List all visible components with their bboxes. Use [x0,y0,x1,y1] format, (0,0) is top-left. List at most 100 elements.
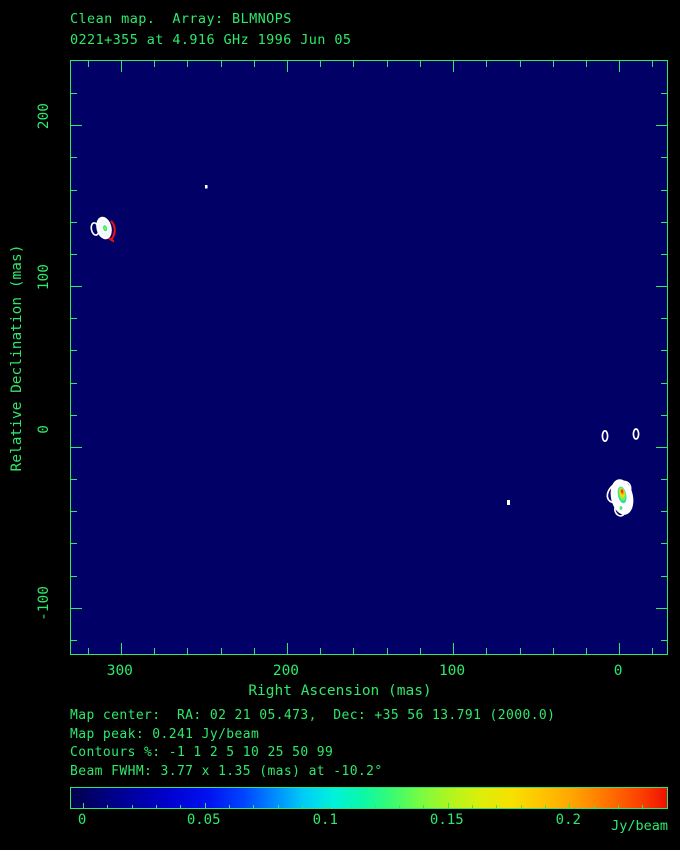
colorbar-minor-tick [229,805,230,808]
colorbar-minor-tick [423,805,425,808]
x-minor-tick-top [353,61,355,67]
y-minor-tick [71,575,77,577]
map-annotations: Map center: RA: 02 21 05.473, Dec: +35 5… [70,707,555,781]
x-major-tick [453,643,455,654]
x-tick-label: 100 [438,663,466,679]
y-major-tick-right [656,607,667,609]
y-minor-tick-right [661,511,667,513]
y-minor-tick-right [661,93,667,95]
y-minor-tick-right [661,382,667,384]
x-minor-tick [386,648,388,654]
x-minor-tick [187,648,189,654]
colorbar-minor-tick [131,805,133,808]
y-minor-tick-right [661,479,667,481]
colorbar-minor-tick [545,805,547,808]
x-minor-tick-top [552,61,554,67]
colorbar-minor-tick [107,805,109,808]
faint-knot-b-icon [507,500,510,505]
y-major-tick-right [656,125,667,127]
annotation-map-peak: Map peak: 0.241 Jy/beam [70,726,260,742]
x-minor-tick [585,648,587,654]
x-minor-tick-top [386,61,388,67]
x-minor-tick-top [187,61,189,67]
colorbar-minor-tick [520,805,522,808]
north-east-component [90,216,116,242]
y-minor-tick-right [661,543,667,545]
x-major-tick [286,643,288,654]
y-tick-label: 0 [36,424,52,434]
colorbar-tick-label: 0.2 [555,812,581,828]
y-tick-label: 100 [36,264,52,291]
colorbar-major-tick [326,803,328,808]
y-minor-tick-right [661,157,667,159]
y-minor-tick [71,253,77,255]
map-plot-area[interactable] [70,60,668,655]
y-minor-tick [71,157,77,159]
colorbar-minor-tick [350,805,352,808]
x-major-tick-top [286,61,288,72]
colorbar-major-tick [569,803,571,808]
x-minor-tick [486,648,488,654]
colorbar-minor-tick [617,805,619,808]
x-major-tick [120,643,122,654]
x-major-tick-top [120,61,122,72]
y-minor-tick-right [661,639,667,641]
x-axis-title: Right Ascension (mas) [248,683,432,699]
colorbar-tick-label: 0.15 [429,812,464,828]
y-tick-label: -100 [36,585,52,621]
colorbar-minor-tick [277,805,279,808]
x-major-tick-top [619,61,621,72]
annotation-contours: Contours %: -1 1 2 5 10 25 50 99 [70,745,334,760]
annotation-beam: Beam FWHM: 3.77 x 1.35 (mas) at -10.2° [70,763,383,779]
y-major-tick-right [656,446,667,448]
x-minor-tick [552,648,554,654]
colorbar-minor-tick [156,805,158,808]
colorbar-minor-tick [374,805,376,808]
y-minor-tick [71,511,77,513]
y-minor-tick [71,543,77,545]
x-minor-tick [320,648,322,654]
y-major-tick [71,286,82,288]
faint-knot-a-icon [205,185,208,189]
x-tick-label: 0 [613,663,623,679]
y-minor-tick-right [661,253,667,255]
x-minor-tick [87,648,89,654]
colorbar-minor-tick [496,805,498,808]
x-minor-tick [220,648,222,654]
x-minor-tick [652,648,654,654]
colorbar[interactable] [70,787,668,809]
x-minor-tick [519,648,521,654]
x-minor-tick-top [419,61,421,67]
contour-overlay [90,185,640,517]
colorbar-tick-label: 0.1 [312,812,338,828]
y-minor-tick-right [661,221,667,223]
header-line-1: Clean map. Array: BLMNOPS [70,11,292,27]
x-minor-tick-top [486,61,488,67]
colorbar-minor-tick [642,805,644,808]
x-tick-label: 200 [272,663,300,679]
core-component-main [606,479,634,517]
x-minor-tick-top [652,61,654,67]
y-minor-tick [71,318,77,320]
colorbar-minor-tick [301,805,303,808]
x-minor-tick-top [154,61,156,67]
colorbar-minor-tick [472,805,474,808]
x-minor-tick-top [519,61,521,67]
colorbar-major-tick [204,803,206,808]
y-minor-tick [71,382,77,384]
colorbar-tick-label: 0 [77,812,87,828]
y-minor-tick [71,639,77,641]
colorbar-tick-label: 0.05 [186,812,221,828]
x-minor-tick [154,648,156,654]
colorbar-minor-tick [253,805,255,808]
y-major-tick [71,607,82,609]
colorbar-major-tick [447,803,449,808]
x-major-tick-top [453,61,455,72]
header-line-2: 0221+355 at 4.916 GHz 1996 Jun 05 [70,32,352,48]
x-major-tick [619,643,621,654]
x-minor-tick [253,648,255,654]
y-minor-tick [71,414,77,416]
x-minor-tick [353,648,355,654]
colorbar-minor-tick [593,805,595,808]
y-minor-tick-right [661,575,667,577]
